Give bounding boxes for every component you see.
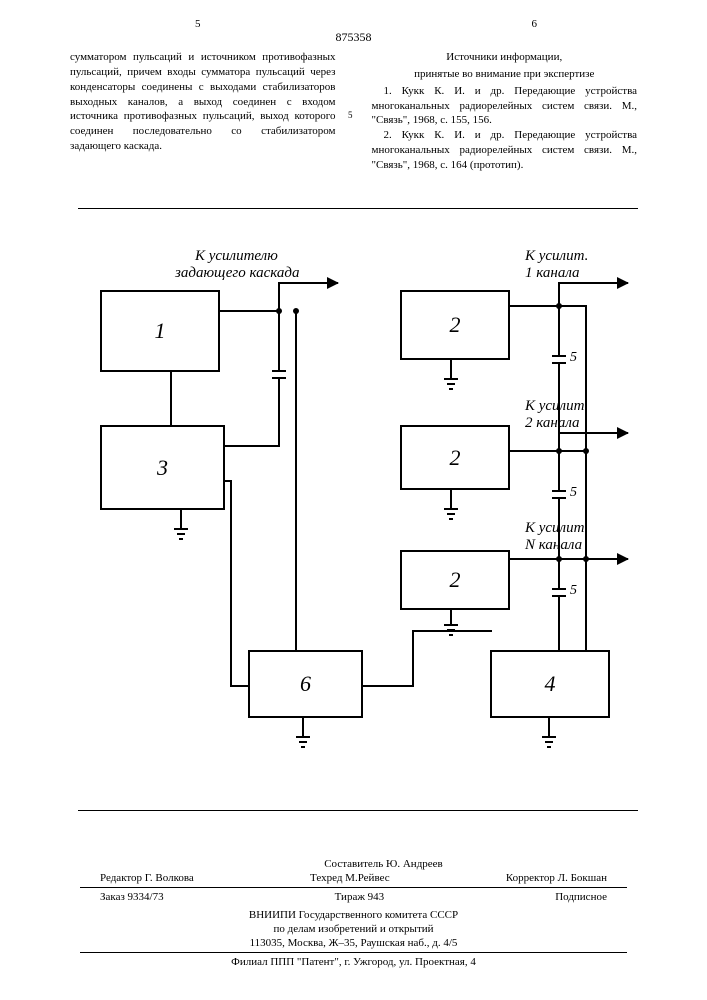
cap-plate bbox=[552, 588, 566, 590]
ground-icon bbox=[302, 718, 304, 736]
wire bbox=[510, 450, 560, 452]
address-2: Филиал ППП "Патент", г. Ужгород, ул. Про… bbox=[0, 956, 707, 968]
footer-rule-1 bbox=[80, 887, 627, 888]
wire bbox=[230, 685, 250, 687]
footer: Составитель Ю. Андреев Редактор Г. Волко… bbox=[0, 856, 707, 970]
footer-rule-2 bbox=[80, 952, 627, 953]
wire bbox=[510, 305, 560, 307]
gnd-tick bbox=[301, 746, 305, 748]
arrow-out-ch1 bbox=[558, 282, 628, 284]
page-num-left: 5 bbox=[195, 18, 201, 30]
cap-plate bbox=[552, 490, 566, 492]
label-top-left-1: К усилителю bbox=[195, 248, 278, 265]
wire bbox=[558, 558, 560, 588]
gnd-tick bbox=[449, 388, 453, 390]
subscription: Подписное bbox=[555, 891, 607, 903]
top-separator bbox=[78, 208, 638, 209]
cap-label-5c: 5 bbox=[570, 583, 577, 599]
wire bbox=[558, 499, 560, 559]
wire bbox=[558, 305, 587, 307]
address-1: 113035, Москва, Ж–35, Раушская наб., д. … bbox=[0, 937, 707, 949]
label-ch1-b: 1 канала bbox=[525, 265, 580, 282]
wire bbox=[363, 685, 413, 687]
right-column: Источники информации, принятые во вниман… bbox=[354, 50, 648, 173]
label-ch1-a: К усилит. bbox=[525, 248, 588, 265]
footer-credits: Редактор Г. Волкова Техред М.Рейвес Корр… bbox=[0, 872, 707, 884]
tirage: Тираж 943 bbox=[335, 891, 385, 903]
margin-line-mark: 5 bbox=[348, 110, 353, 120]
sources-title-1: Источники информации, bbox=[372, 50, 638, 65]
bottom-separator bbox=[78, 810, 638, 811]
block-1: 1 bbox=[100, 290, 220, 372]
order-number: Заказ 9334/73 bbox=[100, 891, 164, 903]
block-2-chN: 2 bbox=[400, 550, 510, 610]
patent-number: 875358 bbox=[336, 30, 372, 45]
corrector: Корректор Л. Бокшан bbox=[506, 872, 607, 884]
gnd-tick bbox=[547, 746, 551, 748]
ground-icon bbox=[450, 490, 452, 508]
left-column: сумматором пульсаций и источником против… bbox=[60, 50, 354, 173]
wire bbox=[225, 445, 280, 447]
label-top-left-2: задающего каскада bbox=[175, 265, 300, 282]
block-4: 4 bbox=[490, 650, 610, 718]
node-icon bbox=[583, 448, 589, 454]
block-6: 6 bbox=[248, 650, 363, 718]
wire bbox=[230, 480, 232, 686]
gnd-tick bbox=[449, 634, 453, 636]
cap-label-5b: 5 bbox=[570, 485, 577, 501]
arrow-out-ch2 bbox=[558, 432, 628, 434]
wire bbox=[278, 310, 280, 370]
sources-title-2: принятые во внимание при экспертизе bbox=[372, 67, 638, 82]
wire bbox=[558, 597, 560, 650]
node-icon bbox=[293, 308, 299, 314]
wire bbox=[225, 480, 232, 482]
gnd-tick bbox=[179, 538, 183, 540]
composer: Составитель Ю. Андреев bbox=[60, 858, 707, 870]
tech-editor: Техред М.Рейвес bbox=[310, 872, 390, 884]
circuit-diagram: 1 3 6 2 2 2 4 К усилителю задающего каск… bbox=[80, 250, 640, 780]
reference-1: 1. Кукк К. И. и др. Передающие устройств… bbox=[372, 84, 638, 129]
ground-icon bbox=[450, 360, 452, 378]
text-columns: сумматором пульсаций и источником против… bbox=[0, 50, 707, 173]
ground-icon bbox=[450, 610, 452, 624]
ground-icon bbox=[180, 510, 182, 528]
block-3: 3 bbox=[100, 425, 225, 510]
wire bbox=[220, 310, 280, 312]
wire bbox=[295, 310, 297, 650]
editor: Редактор Г. Волкова bbox=[100, 872, 194, 884]
wire bbox=[558, 305, 560, 355]
label-ch2-a: К усилит. bbox=[525, 398, 588, 415]
arrow-out-left bbox=[278, 282, 338, 284]
cap-plate bbox=[272, 370, 286, 372]
gnd-tick bbox=[449, 518, 453, 520]
ground-icon bbox=[548, 718, 550, 736]
label-ch2-b: 2 канала bbox=[525, 415, 580, 432]
block-2-ch1: 2 bbox=[400, 290, 510, 360]
label-chN-a: К усилит. bbox=[525, 520, 588, 537]
org-line-1: ВНИИПИ Государственного комитета СССР bbox=[0, 909, 707, 921]
label-chN-b: N канала bbox=[525, 537, 582, 554]
wire bbox=[278, 379, 280, 445]
node-icon bbox=[583, 556, 589, 562]
page-num-right: 6 bbox=[532, 18, 538, 30]
wire bbox=[412, 630, 414, 687]
cap-label-5a: 5 bbox=[570, 350, 577, 366]
wire bbox=[558, 450, 560, 490]
reference-2: 2. Кукк К. И. и др. Передающие устройств… bbox=[372, 128, 638, 173]
left-text: сумматором пульсаций и источником против… bbox=[70, 51, 336, 152]
wire bbox=[170, 372, 172, 425]
block-2-ch2: 2 bbox=[400, 425, 510, 490]
wire bbox=[585, 305, 587, 650]
wire bbox=[510, 558, 560, 560]
cap-plate bbox=[552, 355, 566, 357]
footer-print-info: Заказ 9334/73 Тираж 943 Подписное bbox=[0, 891, 707, 903]
org-line-2: по делам изобретений и открытий bbox=[0, 923, 707, 935]
